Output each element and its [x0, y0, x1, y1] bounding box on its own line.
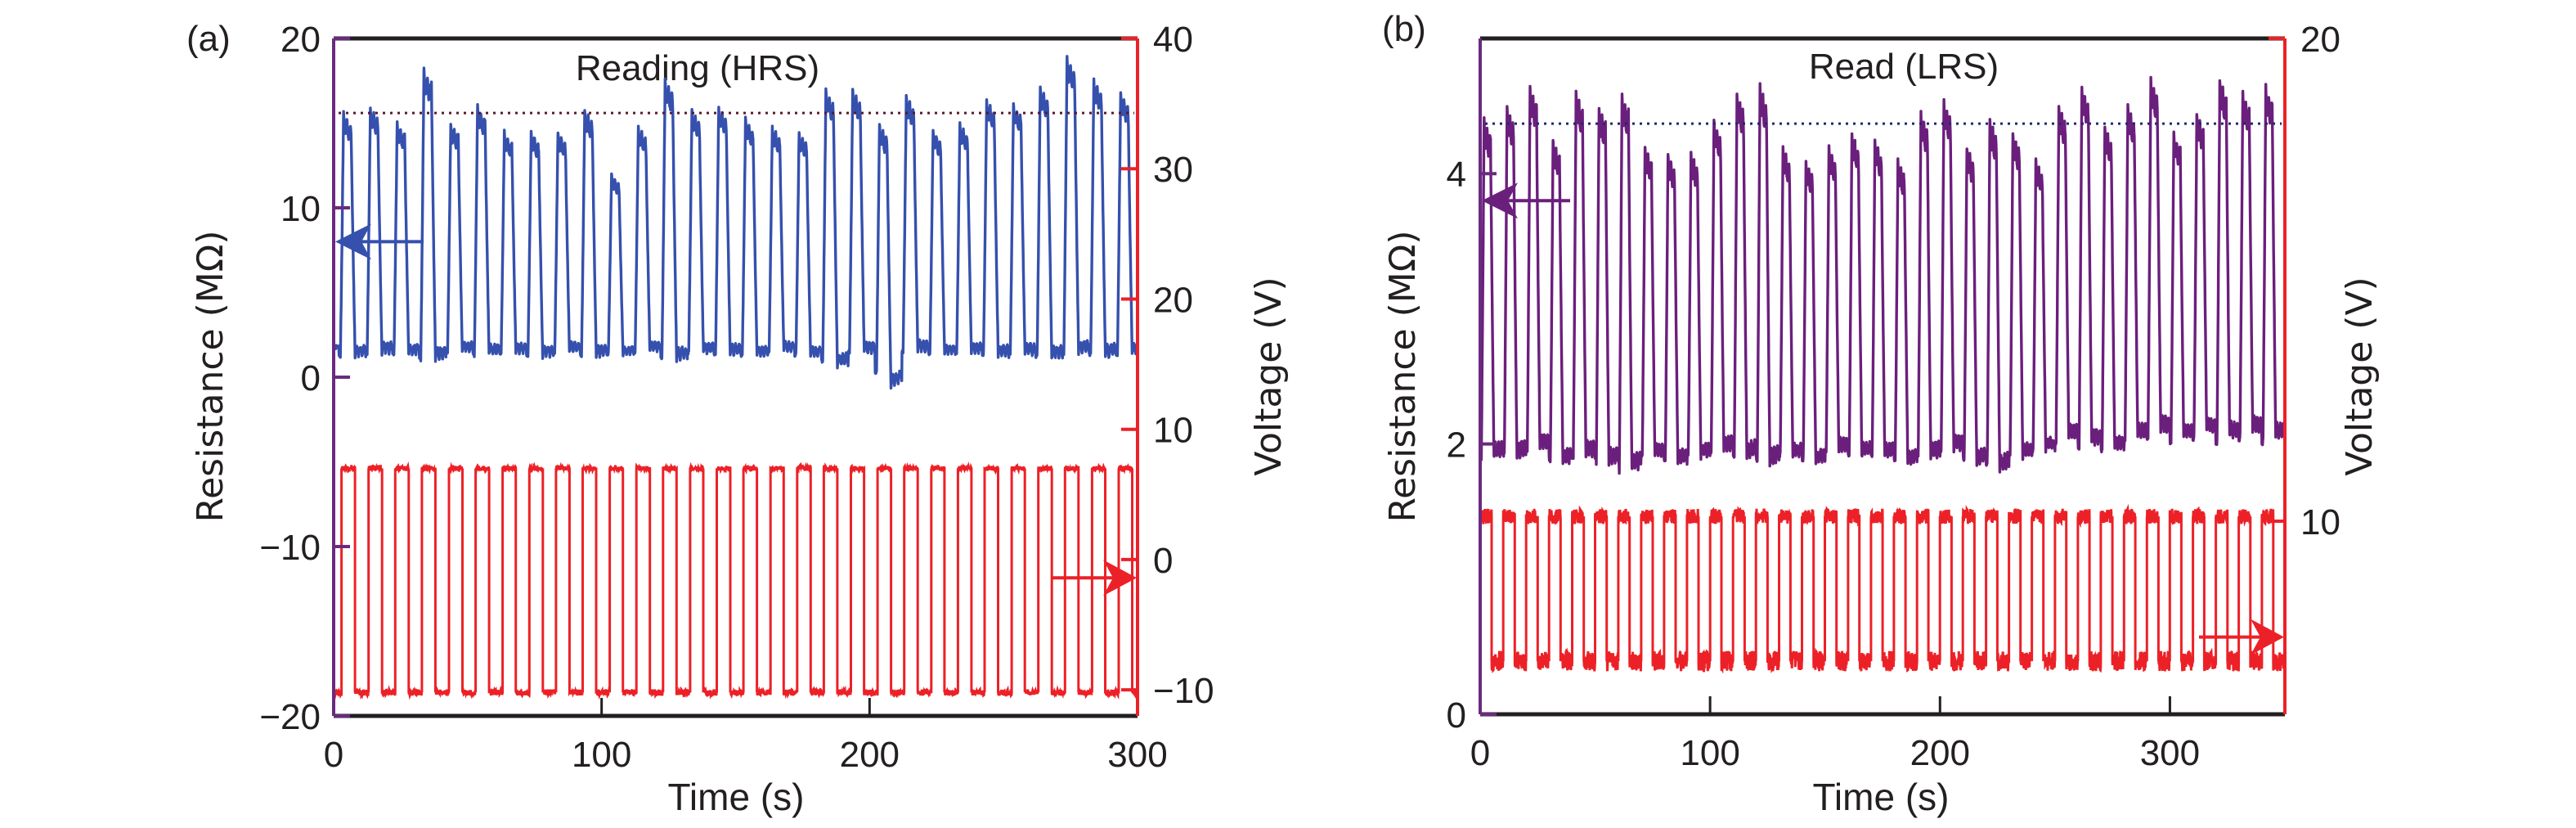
series-group [1480, 75, 2285, 674]
voltage-series-b [1480, 503, 2285, 674]
y-axis-title-right-b: Voltage (V) [2339, 277, 2381, 475]
y-axis-title-right-a: Voltage (V) [1248, 277, 1290, 475]
annotation-reading-hrs: Reading (HRS) [576, 48, 819, 88]
x-axis-title-a: Time (s) [668, 776, 805, 818]
resistance-series-b [1480, 75, 2285, 475]
x-tick-label-a: 300 [1107, 735, 1167, 775]
right-axis-arrow-head-b [2251, 619, 2284, 655]
annotation-read-lrs: Read (LRS) [1809, 47, 1999, 87]
y-tick-label-right-a: 30 [1153, 150, 1193, 190]
x-tick-label-b: 0 [1470, 733, 1490, 773]
y-tick-label-left-b: 2 [1447, 425, 1466, 466]
x-tick-label-a: 100 [572, 735, 631, 775]
y-tick-label-right-b: 20 [2300, 20, 2340, 60]
y-tick-label-right-b: 10 [2300, 502, 2340, 542]
axes-a [332, 36, 1139, 718]
series-group [334, 55, 1138, 700]
panel-label-b: (b) [1382, 9, 1426, 49]
panel-label-a: (a) [186, 19, 231, 59]
plot-area-a [334, 55, 1138, 700]
y-axis-title-left-b: Resistance (MΩ) [1382, 230, 1424, 522]
y-tick-label-left-b: 4 [1447, 155, 1466, 195]
plot-area-b [1480, 75, 2285, 674]
y-tick-label-left-b: 0 [1447, 695, 1466, 736]
x-tick-label-b: 300 [2140, 733, 2200, 773]
y-tick-label-right-a: 0 [1153, 541, 1173, 581]
axes-b [1479, 36, 2287, 717]
left-axis-arrow-head-a [335, 223, 371, 260]
x-tick-label-b: 200 [1910, 733, 1970, 773]
y-tick-label-left-a: 10 [280, 189, 321, 229]
panel-a: (a) Reading (HRS) 0 100 200 30020100−10−204… [186, 19, 1290, 818]
y-axis-title-left-a: Resistance (MΩ) [190, 230, 231, 522]
y-tick-label-left-a: −20 [259, 697, 321, 737]
right-axis-arrow-head-a [1103, 560, 1137, 596]
resistance-series-a [334, 55, 1138, 390]
y-tick-label-right-a: 40 [1153, 20, 1193, 60]
x-tick-label-a: 0 [324, 735, 343, 775]
x-axis-title-b: Time (s) [1813, 776, 1950, 818]
x-tick-label-a: 200 [840, 735, 900, 775]
y-tick-label-left-a: 0 [301, 358, 321, 398]
y-tick-label-left-a: 20 [280, 20, 321, 60]
y-tick-label-left-a: −10 [259, 528, 321, 568]
y-tick-label-right-a: −10 [1153, 671, 1214, 711]
y-tick-label-right-a: 20 [1153, 280, 1193, 320]
left-axis-arrow-head-b [1482, 182, 1518, 219]
voltage-series-a [334, 461, 1138, 700]
x-tick-label-b: 100 [1680, 733, 1739, 773]
y-tick-label-right-a: 10 [1153, 411, 1193, 451]
